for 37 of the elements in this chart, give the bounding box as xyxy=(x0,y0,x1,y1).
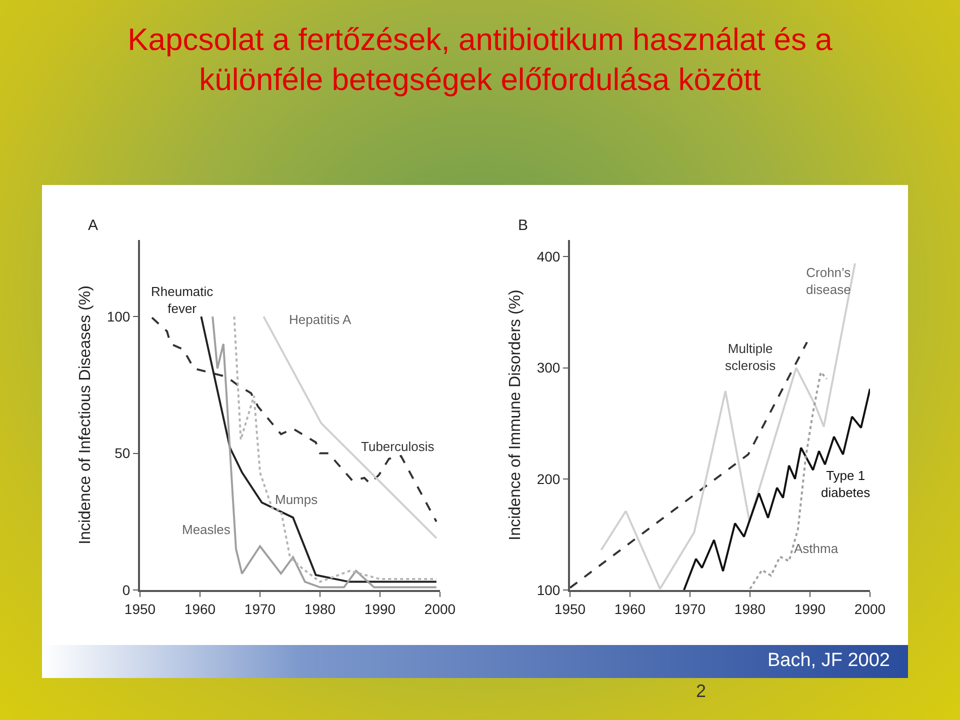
series-label: Crohn’s disease xyxy=(806,265,852,297)
x-tick-label: 1990 xyxy=(794,600,826,617)
series-label: Asthma xyxy=(794,541,839,556)
series-label: Hepatitis A xyxy=(289,312,352,327)
x-tick-label: 2000 xyxy=(424,600,456,617)
y-axis-title: Incidence of Immune Disorders (%) xyxy=(507,290,524,540)
x-tick-label: 1950 xyxy=(124,600,156,617)
y-tick-label: 100 xyxy=(536,582,560,598)
series-label: Measles xyxy=(182,522,231,537)
y-tick-label: 50 xyxy=(114,445,130,462)
chart-subtitle: A xyxy=(88,217,98,234)
x-tick-label: 1950 xyxy=(554,600,586,617)
y-axis-title: Incidence of Infectious Diseases (%) xyxy=(77,286,94,544)
series-label: Type 1 diabetes xyxy=(821,468,871,500)
series-label: Multiple sclerosis xyxy=(725,341,776,373)
y-tick-label: 200 xyxy=(536,470,560,487)
y-tick-label: 0 xyxy=(122,582,130,598)
x-tick-label: 1960 xyxy=(614,600,646,617)
x-tick-label: 1980 xyxy=(734,600,766,617)
x-tick-label: 2000 xyxy=(854,600,886,617)
line-series xyxy=(683,388,870,590)
y-tick-label: 100 xyxy=(106,308,130,324)
line-series xyxy=(151,316,438,523)
text: Bach, JF 2002 xyxy=(767,650,890,672)
y-tick-label: 400 xyxy=(536,248,560,265)
chart-title: Kapcsolat a fertőzések, antibiotikum használat és a különféle betegségek előfordulása között xyxy=(126,21,834,99)
series-label: Rheumatic fever xyxy=(151,284,214,316)
series-label: Tuberculosis xyxy=(361,439,435,454)
x-tick-label: 1970 xyxy=(674,600,706,617)
x-tick-label: 1970 xyxy=(244,600,276,617)
series-label: Mumps xyxy=(275,492,318,507)
x-tick-label: 1990 xyxy=(364,600,396,617)
chart-title: B xyxy=(518,217,528,234)
x-tick-label: 1960 xyxy=(184,600,216,617)
text: 2 xyxy=(696,681,706,702)
x-tick-label: 1980 xyxy=(304,600,336,617)
y-tick-label: 300 xyxy=(536,360,560,376)
